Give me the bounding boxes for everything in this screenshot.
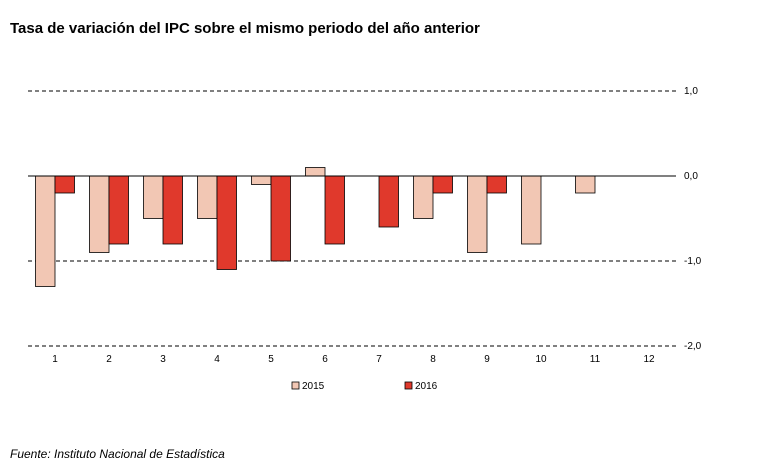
bar-2015-10 [521, 175, 542, 245]
bar-2016-1 [54, 175, 75, 194]
bar-2015-1 [35, 175, 56, 287]
bar-2015-11 [575, 175, 596, 194]
x-tick-label: 3 [160, 354, 166, 365]
bar-2015-4 [197, 175, 218, 219]
bars [35, 167, 596, 287]
bar-2015-6 [305, 167, 326, 177]
legend-label-2016: 2016 [415, 381, 438, 392]
bar-2016-2 [108, 175, 129, 245]
bar-2016-6 [324, 175, 345, 245]
legend: 2015 2016 [291, 381, 438, 392]
gridlines [28, 90, 676, 347]
x-tick-label: 11 [590, 354, 601, 365]
bar-2015-9 [467, 175, 488, 253]
x-tick-label: 4 [214, 354, 220, 365]
x-tick-label: 8 [430, 354, 436, 365]
legend-label-2015: 2015 [302, 381, 325, 392]
bar-2015-3 [143, 175, 164, 219]
x-tick-label: 10 [535, 354, 547, 365]
x-tick-label: 2 [106, 354, 112, 365]
y-tick-label: -2,0 [684, 341, 702, 352]
bar-2015-8 [413, 175, 434, 219]
bar-2016-4 [216, 175, 237, 270]
source-note: Fuente: Instituto Nacional de Estadístic… [10, 447, 225, 461]
chart-title: Tasa de variación del IPC sobre el mismo… [10, 20, 480, 37]
bar-2015-2 [89, 175, 110, 253]
y-tick-label: -1,0 [684, 256, 702, 267]
x-tick-label: 5 [268, 354, 274, 365]
y-tick-label: 1,0 [684, 86, 698, 97]
bar-chart: 1,00,0-1,0-2,01 2 3 4 5 6 7 8 9 10 11 12 2015 2016 [28, 86, 702, 392]
x-tick-label: 1 [52, 354, 58, 365]
bar-2016-5 [270, 175, 291, 262]
bar-2016-3 [162, 175, 183, 245]
axes: 1,00,0-1,0-2,01 2 3 4 5 6 7 8 9 10 11 12 [28, 86, 702, 365]
x-tick-label: 7 [376, 354, 382, 365]
x-tick-label: 6 [322, 354, 328, 365]
bar-2016-9 [486, 175, 507, 194]
bar-2016-8 [432, 175, 453, 194]
x-tick-label: 9 [484, 354, 490, 365]
legend-swatch-2015 [291, 381, 300, 390]
bar-2016-7 [378, 175, 399, 228]
x-tick-label: 12 [643, 354, 655, 365]
bar-2015-5 [251, 175, 272, 185]
y-tick-label: 0,0 [684, 171, 698, 182]
legend-swatch-2016 [404, 381, 413, 390]
